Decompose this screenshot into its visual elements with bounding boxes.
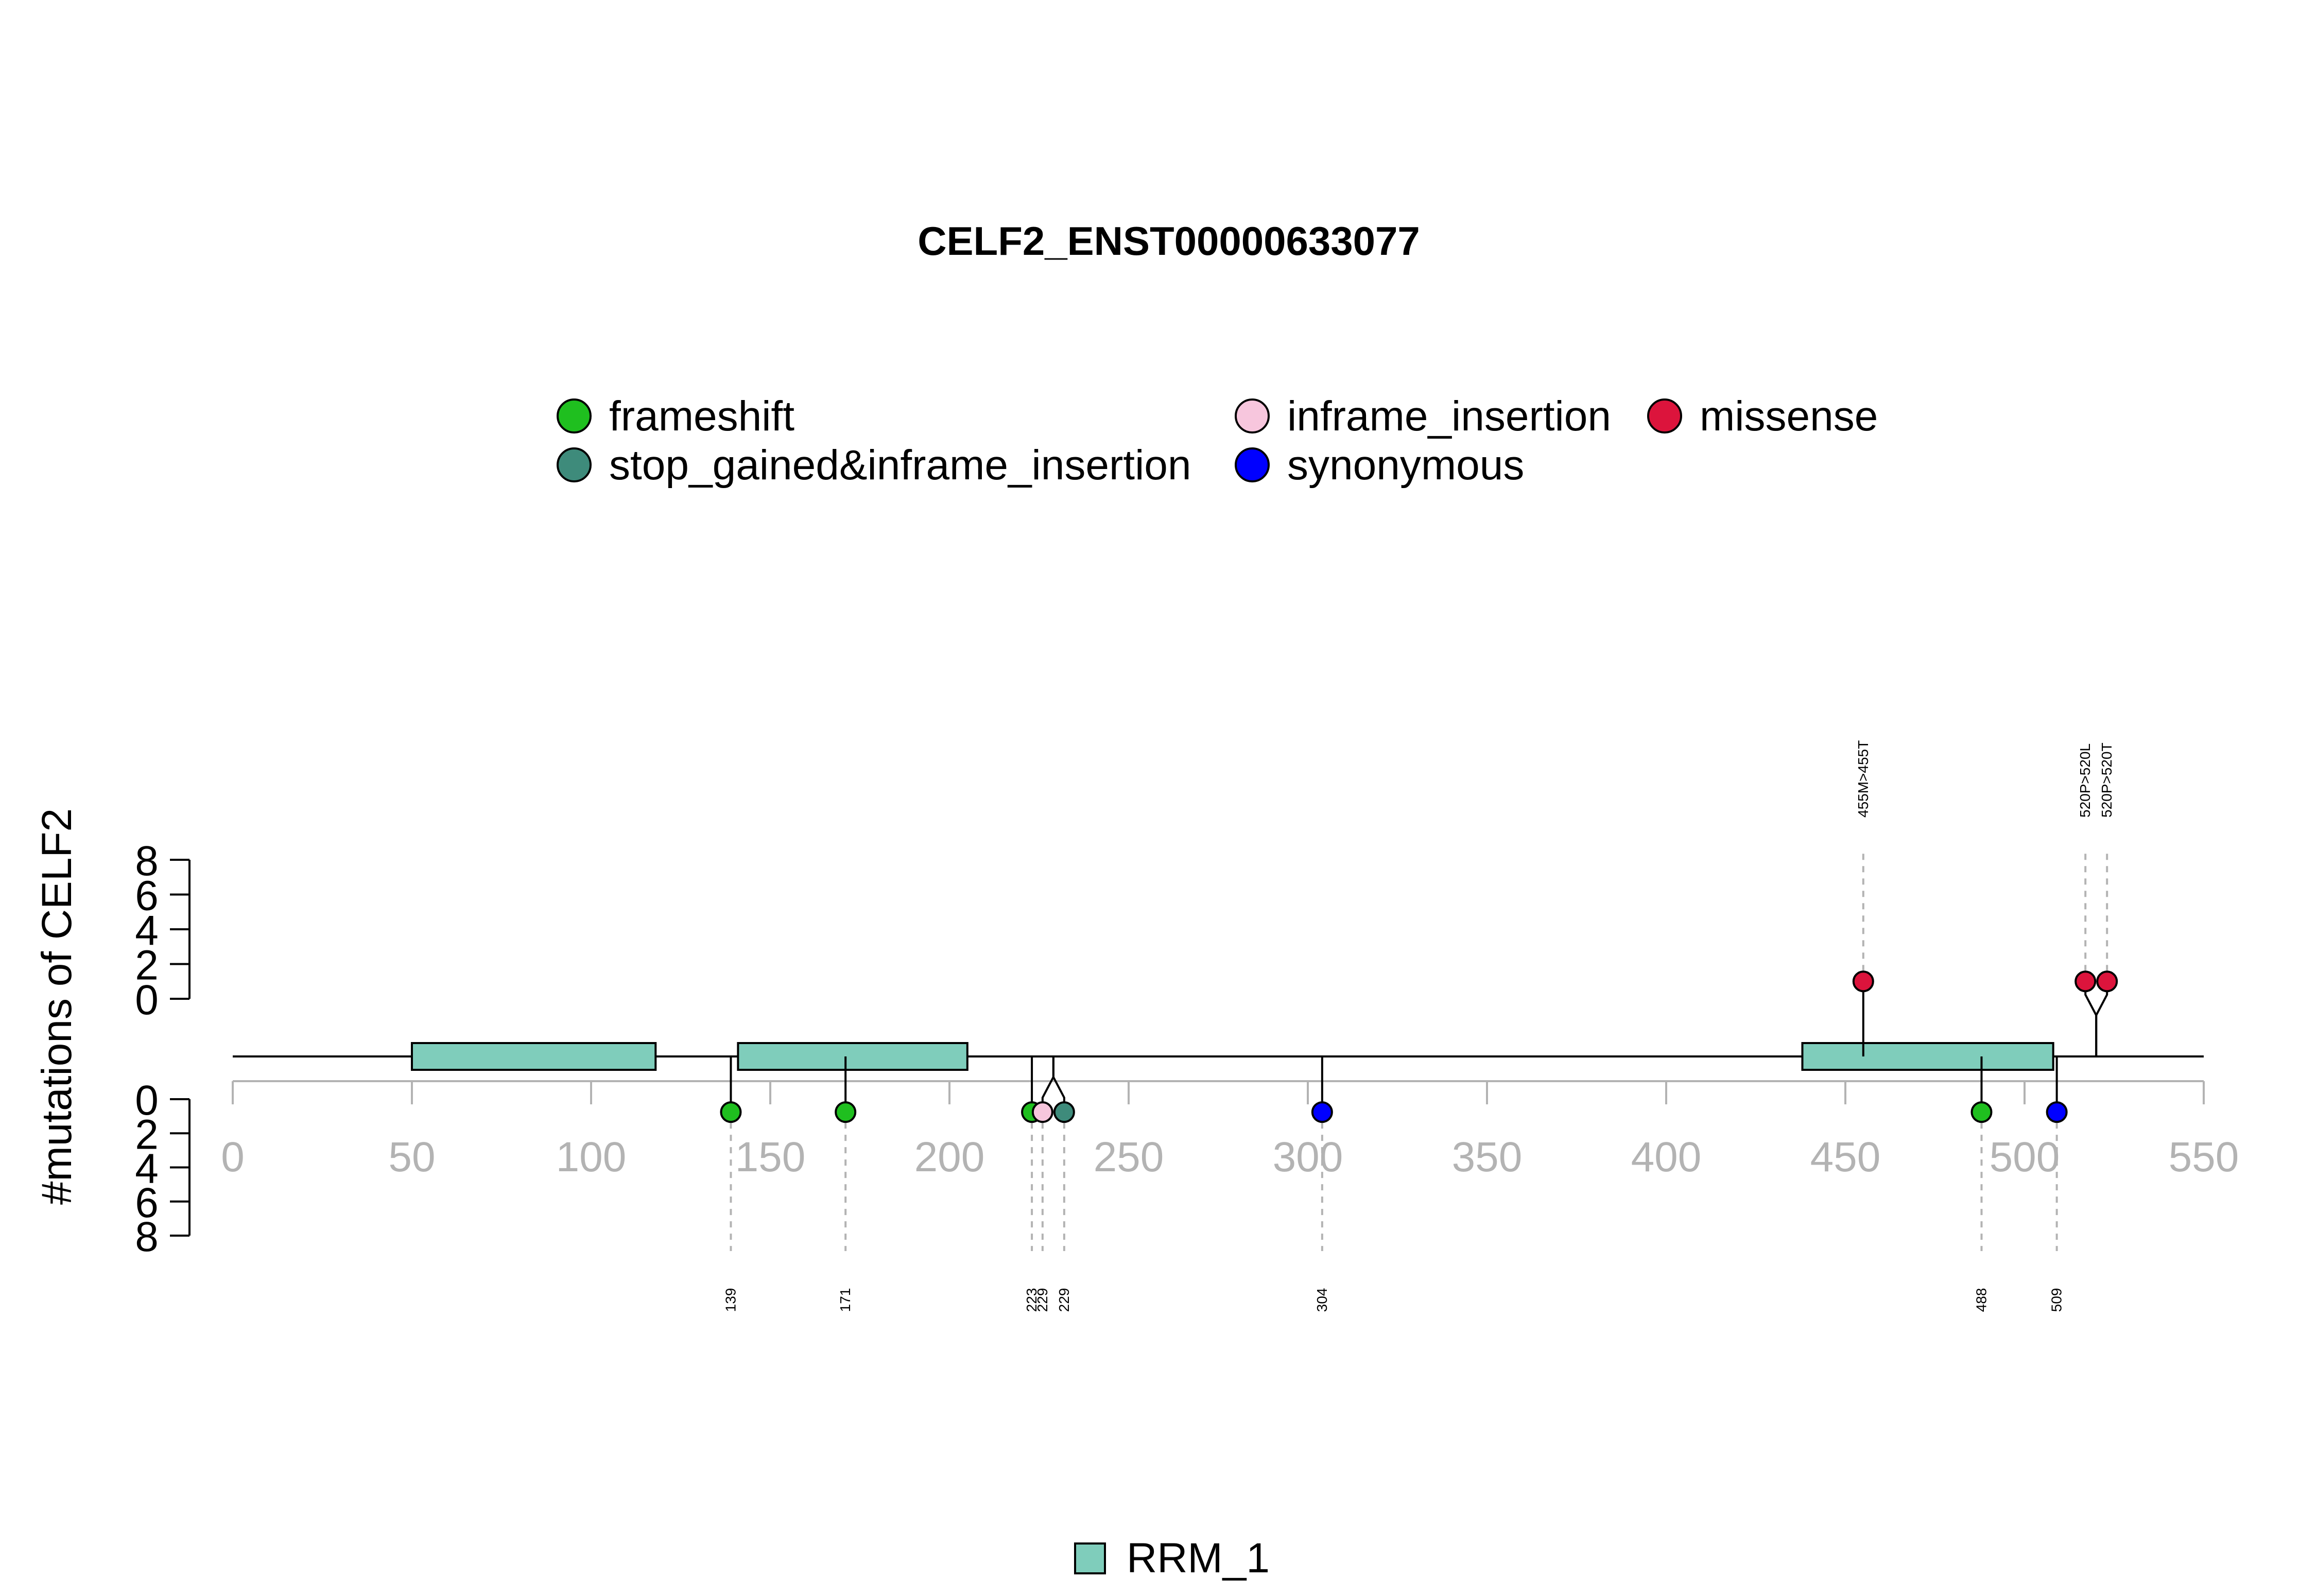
x-tick-label: 250 [1094, 1134, 1164, 1181]
y-tick-label-top: 4 [135, 907, 159, 954]
lollipop-head-bottom-synonymous [1311, 1101, 1333, 1123]
x-tick-label: 200 [914, 1134, 985, 1181]
legend-label-stop_gained&inframe_insertion: stop_gained&inframe_insertion [609, 442, 1191, 489]
x-tick-label: 300 [1273, 1134, 1343, 1181]
legend-marker-inframe_insertion [1235, 398, 1270, 433]
mutation-label-bottom: 171 [837, 1288, 853, 1312]
lollipop-head-bottom-stop_gained&inframe_insertion [1053, 1101, 1075, 1123]
x-tick-label: 150 [735, 1134, 806, 1181]
lollipop-stem-top [2084, 981, 2098, 1056]
lollipop-head-bottom-frameshift [720, 1101, 742, 1123]
lollipop-head-top-missense [2096, 970, 2118, 993]
legend-label-missense: missense [1700, 393, 1878, 440]
domain-legend-marker [1074, 1542, 1106, 1574]
x-tick-label: 500 [1990, 1134, 2060, 1181]
legend-label-synonymous: synonymous [1287, 442, 1524, 489]
x-tick-label: 550 [2169, 1134, 2239, 1181]
lollipop-head-top-missense [2074, 970, 2097, 993]
y-tick-label-bottom: 4 [135, 1146, 159, 1192]
y-tick-label-top: 8 [135, 838, 159, 884]
legend-marker-stop_gained&inframe_insertion [557, 447, 592, 482]
x-tick-label: 350 [1452, 1134, 1523, 1181]
x-tick-label: 450 [1810, 1134, 1881, 1181]
lollipop-stem-top [2095, 981, 2108, 1056]
y-tick-label-top: 2 [135, 942, 159, 989]
mutation-label-bottom: 229 [1056, 1288, 1072, 1312]
legend: frameshift inframe_insertion missense stop_… [557, 393, 1878, 489]
y-axis-label: #mutations of CELF2 [33, 808, 80, 1205]
lollipop-head-bottom-inframe_insertion [1031, 1101, 1053, 1123]
domain-legend-label: RRM_1 [1127, 1535, 1270, 1582]
mutation-label-bottom: 139 [722, 1288, 738, 1312]
x-tick-label: 400 [1631, 1134, 1702, 1181]
mutation-label-bottom: 488 [1973, 1288, 1989, 1312]
y-tick-label-top: 0 [135, 977, 159, 1023]
x-tick-label: 50 [388, 1134, 435, 1181]
legend-marker-missense [1647, 398, 1682, 433]
mutation-label-bottom: 229 [1034, 1288, 1050, 1312]
chart-title: CELF2_ENST00000633077 [918, 218, 1420, 264]
mutation-label-top: 520P>520T [2099, 742, 2115, 818]
domain-RRM_1 [737, 1042, 969, 1071]
x-tick-label: 0 [221, 1134, 245, 1181]
legend-label-inframe_insertion: inframe_insertion [1287, 393, 1611, 440]
y-tick-label-bottom: 6 [135, 1179, 159, 1226]
domain-RRM_1 [1801, 1042, 2054, 1071]
mutation-label-bottom: 509 [2049, 1288, 2065, 1312]
lollipops-top: 455M>455T 520P>520L 520P>520T [1852, 740, 2118, 1056]
lollipop-head-top-missense [1852, 970, 1874, 993]
y-tick-label-top: 6 [135, 873, 159, 920]
x-tick-label: 100 [556, 1134, 627, 1181]
domain-RRM_1 [411, 1042, 657, 1071]
mutation-label-bottom: 223 [1024, 1288, 1040, 1312]
domains [411, 1042, 2054, 1071]
y-tick-label-bottom: 8 [135, 1213, 159, 1260]
lollipop-head-bottom-frameshift [835, 1101, 857, 1123]
legend-marker-frameshift [557, 398, 592, 433]
y-tick-label-bottom: 0 [135, 1077, 159, 1124]
domain-legend: RRM_1 [1074, 1535, 1270, 1582]
mutation-label-top: 520P>520L [2077, 743, 2093, 818]
legend-marker-synonymous [1235, 447, 1270, 482]
y-tick-label-bottom: 2 [135, 1111, 159, 1158]
lollipop-head-bottom-frameshift [1970, 1101, 1993, 1123]
x-axis: 0 50 100 150 200 250 300 350 400 450 500 550 [221, 1080, 2239, 1181]
lollipop-head-bottom-synonymous [2046, 1101, 2068, 1123]
legend-label-frameshift: frameshift [609, 393, 794, 440]
mutation-label-top: 455M>455T [1855, 740, 1871, 818]
mutation-label-bottom: 304 [1314, 1288, 1330, 1312]
